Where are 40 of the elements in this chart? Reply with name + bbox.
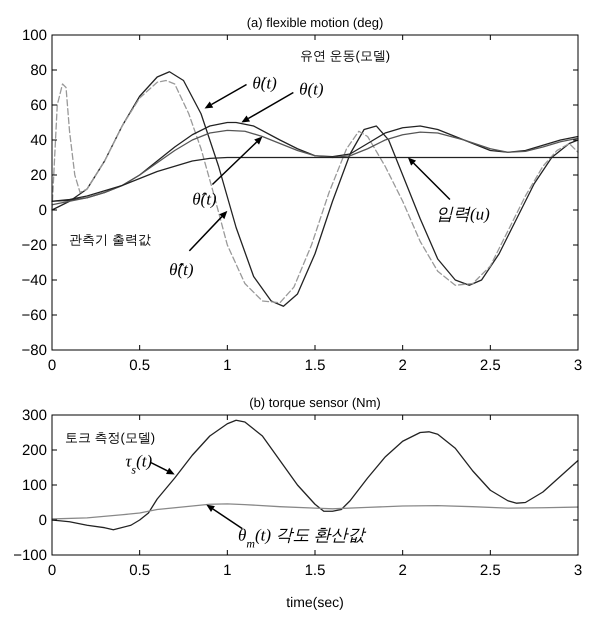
y-tick-label: 80	[30, 62, 47, 79]
x-tick-label: 2.5	[480, 562, 501, 579]
y-tick-label: −60	[22, 307, 47, 324]
annotation: 토크 측정(모델)	[64, 430, 156, 445]
x-tick-label: 2	[398, 562, 407, 579]
chart-title: (a) flexible motion (deg)	[246, 15, 384, 30]
chart-title: (b) torque sensor (Nm)	[249, 395, 381, 410]
annotation: 입력(u)	[436, 204, 490, 224]
y-tick-label: 0	[38, 512, 47, 529]
y-tick-label: −40	[22, 272, 47, 289]
y-tick-label: 40	[30, 132, 47, 149]
x-tick-label: 2	[398, 357, 407, 374]
y-tick-label: 300	[22, 407, 47, 424]
annotation: θ̂(t)	[192, 190, 217, 208]
y-tick-label: 100	[22, 477, 47, 494]
y-tick-label: −80	[22, 342, 47, 359]
annotation: τ$_{s}$(t)	[125, 452, 152, 476]
x-axis-title: time(sec)	[286, 594, 344, 610]
annotation: θ(t)	[299, 80, 324, 98]
annotation: θ̇(t)	[252, 74, 278, 92]
annotation: 유연 운동(모델)	[300, 48, 390, 63]
y-tick-label: 100	[22, 27, 47, 44]
y-tick-label: 60	[30, 97, 47, 114]
x-tick-label: 3	[574, 357, 582, 374]
x-tick-label: 1.5	[304, 562, 326, 579]
annotation: 관측기 출력값	[69, 232, 151, 247]
x-tick-label: 1.5	[304, 357, 326, 374]
y-tick-label: 0	[38, 202, 47, 219]
x-tick-label: 1	[223, 562, 232, 579]
annotation: θ$_{m}$(t) 각도 환산값	[238, 526, 367, 551]
y-tick-label: −100	[13, 547, 47, 564]
x-tick-label: 0.5	[129, 357, 150, 374]
x-tick-label: 2.5	[480, 357, 501, 374]
y-tick-label: 200	[22, 442, 47, 459]
annotation: θ̂̇(t)	[169, 260, 194, 279]
x-tick-label: 0.5	[129, 562, 150, 579]
x-tick-label: 1	[223, 357, 232, 374]
x-tick-label: 3	[574, 562, 582, 579]
y-tick-label: 20	[30, 167, 47, 184]
y-tick-label: −20	[22, 237, 47, 254]
